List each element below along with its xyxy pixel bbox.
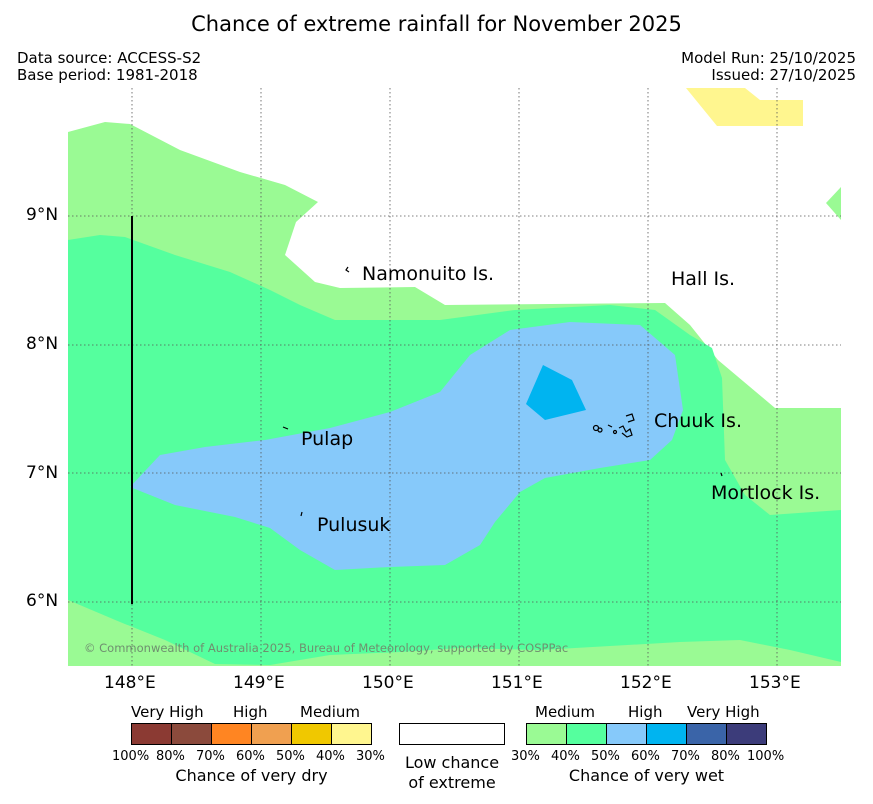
dry-pct: 100% (112, 749, 150, 764)
dry-swatch (131, 723, 172, 745)
pulap-island (282, 426, 289, 430)
wet-pct: 40% (551, 749, 580, 764)
map-grid (68, 88, 841, 666)
wet-medium-low-region-ne (826, 187, 841, 220)
wet-pct: 70% (671, 749, 700, 764)
dry-medium-low-region (686, 88, 803, 126)
page-title: Chance of extreme rainfall for November … (191, 12, 682, 36)
lat-tick: 9°N (26, 205, 59, 225)
wet-pct: 30% (511, 749, 540, 764)
wet-heading-very-high: Very High (687, 703, 760, 721)
island-outlines (282, 266, 723, 517)
lat-tick: 6°N (26, 591, 59, 611)
wet-swatch (726, 723, 767, 745)
wet-pct: 50% (591, 749, 620, 764)
wet-heading-high: High (628, 703, 663, 721)
lon-tick: 149°E (233, 673, 285, 693)
neutral-line2: of extreme (408, 773, 496, 792)
lon-tick: 153°E (749, 673, 801, 693)
wet-swatch (606, 723, 647, 745)
wet-swatch (566, 723, 607, 745)
label-mortlock: Mortlock Is. (711, 482, 821, 504)
dry-caption: Chance of very dry (175, 766, 328, 785)
lon-tick: 150°E (362, 673, 414, 693)
wet-swatch (646, 723, 687, 745)
wet-caption: Chance of very wet (568, 766, 725, 785)
dry-pct: 60% (236, 749, 265, 764)
mortlock-island (720, 472, 723, 477)
issued-date: Issued: 27/10/2025 (711, 66, 856, 84)
dry-pct: 40% (316, 749, 345, 764)
label-pulap: Pulap (301, 428, 354, 450)
dry-swatch (331, 723, 372, 745)
chuuk-islands (592, 413, 635, 438)
wet-swatch (686, 723, 727, 745)
lon-tick: 152°E (620, 673, 672, 693)
dry-heading-medium: Medium (300, 703, 360, 721)
wet-pct: 100% (747, 749, 785, 764)
label-pulusuk: Pulusuk (317, 514, 391, 536)
dry-pct: 50% (276, 749, 305, 764)
dry-heading-high: High (233, 703, 268, 721)
pulusuk-island (300, 511, 303, 517)
label-hall: Hall Is. (671, 268, 736, 290)
wet-swatch (526, 723, 567, 745)
dry-swatch (171, 723, 212, 745)
copyright-notice: © Commonwealth of Australia 2025, Bureau… (84, 641, 569, 655)
neutral-line1: Low chance (404, 753, 500, 772)
dry-swatch (291, 723, 332, 745)
dry-pct: 30% (356, 749, 385, 764)
label-namonuito: Namonuito Is. (362, 263, 495, 285)
dry-swatch (251, 723, 292, 745)
lon-tick: 151°E (491, 673, 543, 693)
lat-tick: 7°N (26, 463, 59, 483)
dry-swatch (211, 723, 252, 745)
namonuito-island (345, 266, 350, 273)
wet-high-high-region (526, 365, 586, 420)
model-run: Model Run: 25/10/2025 (681, 49, 856, 67)
dry-pct: 70% (196, 749, 225, 764)
dry-pct: 80% (156, 749, 185, 764)
wet-heading-medium: Medium (535, 703, 595, 721)
wet-pct: 80% (711, 749, 740, 764)
neutral-swatch (399, 723, 505, 745)
wet-pct: 60% (631, 749, 660, 764)
lat-tick: 8°N (26, 334, 59, 354)
label-chuuk: Chuuk Is. (654, 410, 742, 432)
dry-heading-very-high: Very High (131, 703, 204, 721)
data-source: Data source: ACCESS-S2 (17, 49, 202, 67)
base-period: Base period: 1981-2018 (17, 66, 198, 84)
lon-tick: 148°E (104, 673, 156, 693)
